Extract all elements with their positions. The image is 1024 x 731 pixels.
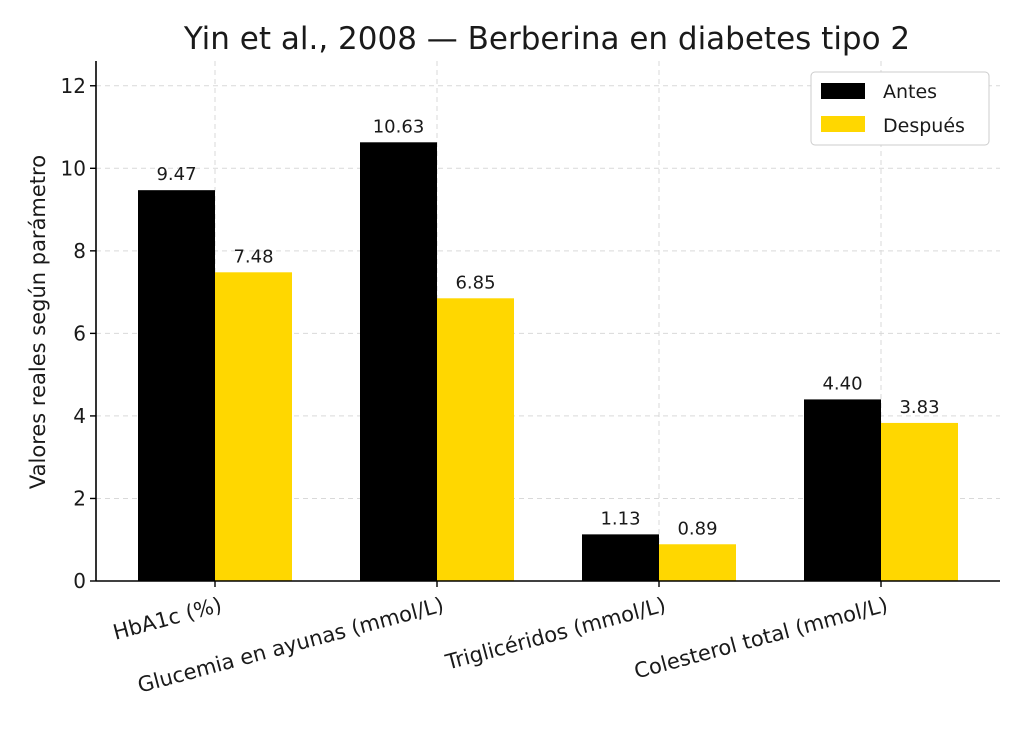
bar-value-label: 3.83 [899,397,939,418]
legend-label-antes: Antes [883,81,937,103]
legend: Antes Después [810,71,990,146]
bar-value-label: 10.63 [373,116,425,137]
bar-antes [360,142,437,582]
y-tick-label: 4 [73,404,86,428]
x-tick-label: HbA1c (%) [110,593,224,645]
bar-value-label: 1.13 [600,508,640,529]
y-tick-label: 2 [73,486,86,510]
bars: 9.47 10.63 1.13 4.40 7.48 6.85 0.89 3.83 [138,116,958,582]
bar-value-label: 7.48 [233,246,273,267]
bar-value-label: 0.89 [677,518,717,539]
bar-despues [437,298,514,581]
y-tick-label: 12 [61,74,86,98]
y-tick-label: 6 [73,321,86,345]
bar-despues [215,272,292,581]
y-axis-label: Valores reales según parámetro [26,155,50,489]
axes [95,61,1000,582]
x-tick-label: Colesterol total (mmol/L) [632,593,891,684]
y-tick-label: 10 [61,156,86,180]
bar-antes [804,399,881,581]
legend-swatch-antes [821,83,865,99]
bar-despues [881,422,958,581]
bar-antes [138,190,215,581]
bar-despues [659,544,736,581]
legend-swatch-despues [821,116,865,132]
bar-value-label: 6.85 [455,272,495,293]
legend-label-despues: Después [883,115,965,137]
y-tick-label: 0 [73,569,86,593]
y-ticks: 0 2 4 6 8 10 12 [61,74,96,593]
bar-antes [582,534,659,581]
chart-title: Yin et al., 2008 — Berberina en diabetes… [183,21,910,57]
y-tick-label: 8 [73,239,86,263]
bar-value-label: 9.47 [156,164,196,185]
bar-value-label: 4.40 [822,373,862,394]
x-ticks: HbA1c (%)Glucemia en ayunas (mmol/L)Trig… [110,581,890,698]
